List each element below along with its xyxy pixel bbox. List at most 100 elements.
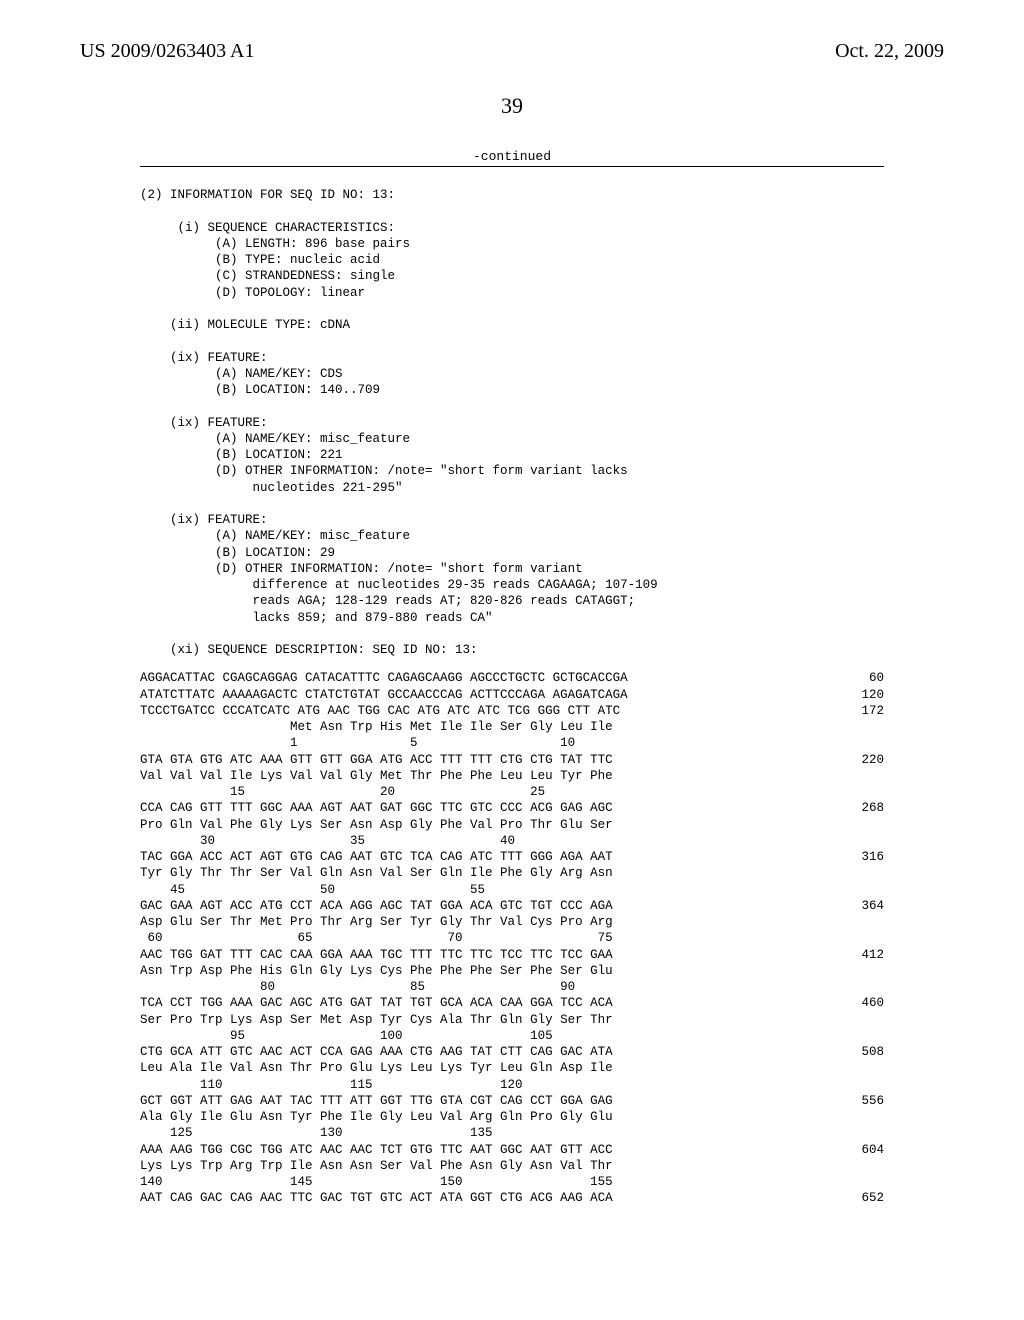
sequence-row: 30 35 40	[140, 833, 884, 849]
sequence-position	[834, 768, 884, 784]
sequence-text: GAC GAA AGT ACC ATG CCT ACA AGG AGC TAT …	[140, 898, 613, 914]
sequence-position: 120	[834, 687, 884, 703]
continued-block: -continued	[140, 149, 884, 167]
sequence-text: 95 100 105	[140, 1028, 553, 1044]
sequence-rows: AGGACATTAC CGAGCAGGAG CATACATTTC CAGAGCA…	[80, 670, 944, 1206]
sequence-text: 15 20 25	[140, 784, 545, 800]
sequence-text: 110 115 120	[140, 1077, 523, 1093]
sequence-row: GCT GGT ATT GAG AAT TAC TTT ATT GGT TTG …	[140, 1093, 884, 1109]
sequence-position	[834, 1109, 884, 1125]
sequence-position	[834, 1077, 884, 1093]
sequence-position: 604	[834, 1142, 884, 1158]
sequence-text: 1 5 10	[140, 735, 575, 751]
sequence-text: Leu Ala Ile Val Asn Thr Pro Glu Lys Leu …	[140, 1060, 613, 1076]
sequence-text: 30 35 40	[140, 833, 515, 849]
sequence-position: 60	[834, 670, 884, 686]
sequence-position	[834, 1125, 884, 1141]
continued-label: -continued	[140, 149, 884, 164]
sequence-text: TAC GGA ACC ACT AGT GTG CAG AAT GTC TCA …	[140, 849, 613, 865]
sequence-row: Leu Ala Ile Val Asn Thr Pro Glu Lys Leu …	[140, 1060, 884, 1076]
sequence-row: Val Val Val Ile Lys Val Val Gly Met Thr …	[140, 768, 884, 784]
sequence-text: CCA CAG GTT TTT GGC AAA AGT AAT GAT GGC …	[140, 800, 613, 816]
sequence-row: Tyr Gly Thr Thr Ser Val Gln Asn Val Ser …	[140, 865, 884, 881]
sequence-position	[834, 914, 884, 930]
sequence-row: 60 65 70 75	[140, 930, 884, 946]
sequence-row: 15 20 25	[140, 784, 884, 800]
sequence-text: Pro Gln Val Phe Gly Lys Ser Asn Asp Gly …	[140, 817, 613, 833]
info-header: (2) INFORMATION FOR SEQ ID NO: 13:	[140, 188, 395, 202]
sequence-text: AAA AAG TGG CGC TGG ATC AAC AAC TCT GTG …	[140, 1142, 613, 1158]
sequence-row: 110 115 120	[140, 1077, 884, 1093]
sequence-row: ATATCTTATC AAAAAGACTC CTATCTGTAT GCCAACC…	[140, 687, 884, 703]
sequence-text: Ala Gly Ile Glu Asn Tyr Phe Ile Gly Leu …	[140, 1109, 613, 1125]
sequence-row: TCA CCT TGG AAA GAC AGC ATG GAT TAT TGT …	[140, 995, 884, 1011]
sequence-position	[834, 1060, 884, 1076]
sequence-row: Met Asn Trp His Met Ile Ile Ser Gly Leu …	[140, 719, 884, 735]
sequence-row: Asp Glu Ser Thr Met Pro Thr Arg Ser Tyr …	[140, 914, 884, 930]
sequence-text: TCCCTGATCC CCCATCATC ATG AAC TGG CAC ATG…	[140, 703, 620, 719]
publication-number: US 2009/0263403 A1	[80, 40, 254, 63]
sequence-row: 125 130 135	[140, 1125, 884, 1141]
feature3-d2: difference at nucleotides 29-35 reads CA…	[140, 578, 658, 592]
feature2-title: (ix) FEATURE:	[140, 416, 268, 430]
sequence-position: 364	[834, 898, 884, 914]
sequence-position	[834, 1028, 884, 1044]
sequence-row: 45 50 55	[140, 882, 884, 898]
sequence-text: GCT GGT ATT GAG AAT TAC TTT ATT GGT TTG …	[140, 1093, 613, 1109]
sequence-row: GAC GAA AGT ACC ATG CCT ACA AGG AGC TAT …	[140, 898, 884, 914]
sequence-row: Asn Trp Asp Phe His Gln Gly Lys Cys Phe …	[140, 963, 884, 979]
sequence-text: AAC TGG GAT TTT CAC CAA GGA AAA TGC TTT …	[140, 947, 613, 963]
sequence-row: 80 85 90	[140, 979, 884, 995]
sequence-row: Ser Pro Trp Lys Asp Ser Met Asp Tyr Cys …	[140, 1012, 884, 1028]
sequence-position: 316	[834, 849, 884, 865]
sequence-text: CTG GCA ATT GTC AAC ACT CCA GAG AAA CTG …	[140, 1044, 613, 1060]
sequence-row: Pro Gln Val Phe Gly Lys Ser Asn Asp Gly …	[140, 817, 884, 833]
sequence-text: Tyr Gly Thr Thr Ser Val Gln Asn Val Ser …	[140, 865, 613, 881]
feature3-b: (B) LOCATION: 29	[140, 546, 335, 560]
sequence-position	[834, 1012, 884, 1028]
sequence-text: GTA GTA GTG ATC AAA GTT GTT GGA ATG ACC …	[140, 752, 613, 768]
sequence-text: AAT CAG GAC CAG AAC TTC GAC TGT GTC ACT …	[140, 1190, 613, 1206]
feature2-d2: nucleotides 221-295"	[140, 481, 403, 495]
sequence-position	[834, 1158, 884, 1174]
sequence-row: CTG GCA ATT GTC AAC ACT CCA GAG AAA CTG …	[140, 1044, 884, 1060]
sequence-row: GTA GTA GTG ATC AAA GTT GTT GGA ATG ACC …	[140, 752, 884, 768]
sequence-row: 1 5 10	[140, 735, 884, 751]
sequence-row: Lys Lys Trp Arg Trp Ile Asn Asn Ser Val …	[140, 1158, 884, 1174]
sequence-row: AAC TGG GAT TTT CAC CAA GGA AAA TGC TTT …	[140, 947, 884, 963]
sequence-text: Lys Lys Trp Arg Trp Ile Asn Asn Ser Val …	[140, 1158, 613, 1174]
feature1-a: (A) NAME/KEY: CDS	[140, 367, 343, 381]
sequence-row: TAC GGA ACC ACT AGT GTG CAG AAT GTC TCA …	[140, 849, 884, 865]
sequence-text: AGGACATTAC CGAGCAGGAG CATACATTTC CAGAGCA…	[140, 670, 628, 686]
publication-date: Oct. 22, 2009	[835, 40, 944, 63]
sequence-text: Asn Trp Asp Phe His Gln Gly Lys Cys Phe …	[140, 963, 613, 979]
sequence-text: 80 85 90	[140, 979, 575, 995]
sequence-position: 172	[834, 703, 884, 719]
page-number: 39	[80, 93, 944, 119]
sequence-text: 60 65 70 75	[140, 930, 613, 946]
sequence-position	[834, 784, 884, 800]
feature3-d3: reads AGA; 128-129 reads AT; 820-826 rea…	[140, 594, 635, 608]
sequence-position	[834, 833, 884, 849]
sequence-position: 652	[834, 1190, 884, 1206]
sequence-text: Met Asn Trp His Met Ile Ile Ser Gly Leu …	[140, 719, 613, 735]
page-container: US 2009/0263403 A1 Oct. 22, 2009 39 -con…	[0, 0, 1024, 1267]
page-header: US 2009/0263403 A1 Oct. 22, 2009	[80, 40, 944, 63]
feature3-d1: (D) OTHER INFORMATION: /note= "short for…	[140, 562, 583, 576]
feature2-b: (B) LOCATION: 221	[140, 448, 343, 462]
sequence-row: Ala Gly Ile Glu Asn Tyr Phe Ile Gly Leu …	[140, 1109, 884, 1125]
feature3-d4: lacks 859; and 879-880 reads CA"	[140, 611, 493, 625]
sequence-position	[834, 963, 884, 979]
sequence-row: AAA AAG TGG CGC TGG ATC AAC AAC TCT GTG …	[140, 1142, 884, 1158]
sequence-text: 45 50 55	[140, 882, 485, 898]
divider-line	[140, 166, 884, 167]
feature3-title: (ix) FEATURE:	[140, 513, 268, 527]
sequence-text: ATATCTTATC AAAAAGACTC CTATCTGTAT GCCAACC…	[140, 687, 628, 703]
char-title: (i) SEQUENCE CHARACTERISTICS:	[140, 221, 395, 235]
char-c: (C) STRANDEDNESS: single	[140, 269, 395, 283]
sequence-position	[834, 1174, 884, 1190]
char-a: (A) LENGTH: 896 base pairs	[140, 237, 410, 251]
sequence-text: TCA CCT TGG AAA GAC AGC ATG GAT TAT TGT …	[140, 995, 613, 1011]
sequence-position	[834, 979, 884, 995]
feature2-a: (A) NAME/KEY: misc_feature	[140, 432, 410, 446]
